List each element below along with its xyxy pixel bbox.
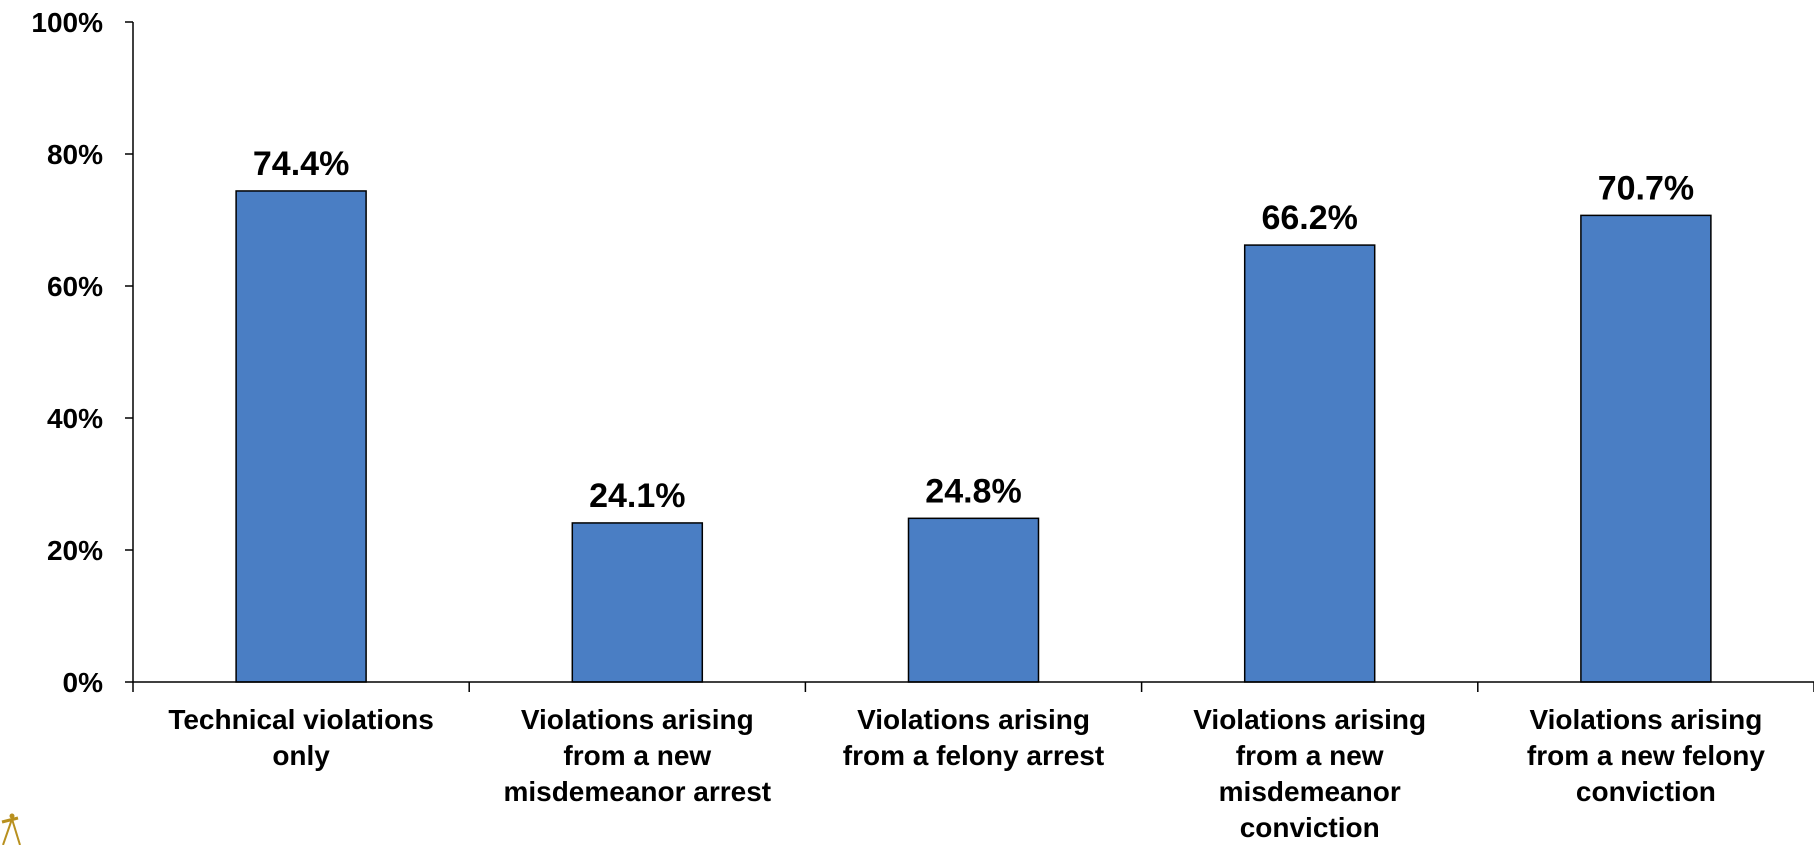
y-tick-label: 20%: [47, 535, 103, 566]
x-category-label: Technical violations only: [168, 704, 434, 771]
x-axis: Technical violations only Violations arisi…: [132, 681, 1814, 843]
bar: [1580, 214, 1712, 683]
y-tick-label: 80%: [47, 139, 103, 170]
data-label: 74.4%: [253, 145, 349, 183]
bar: [571, 522, 704, 683]
bars: 74.4% 24.1% 24.8% 66.2% 70.7%: [235, 145, 1712, 683]
y-tick-label: 0%: [63, 667, 104, 698]
y-tick-label: 60%: [47, 271, 103, 302]
data-label: 66.2%: [1261, 199, 1357, 237]
y-axis: 0% 20% 40% 60% 80% 100%: [31, 7, 134, 698]
y-tick-label: 100%: [31, 7, 103, 38]
logo-pivot: [9, 813, 15, 819]
x-category-label: Violations arising from a new felony convi…: [1527, 704, 1765, 807]
bar: [1243, 244, 1376, 683]
data-label: 24.1%: [589, 477, 685, 515]
x-category-label: Violations arising from a felony arrest: [843, 704, 1104, 771]
x-category-label: Violations arising from a new misdemeanor c…: [1193, 704, 1426, 843]
logo-fragment: [1, 813, 21, 845]
logo-chain-right: [11, 818, 21, 845]
data-label: 24.8%: [925, 472, 1021, 510]
y-tick-label: 40%: [47, 403, 103, 434]
data-label: 70.7%: [1598, 169, 1694, 207]
bar: [235, 190, 367, 683]
logo-chain-left: [2, 818, 13, 845]
x-category-label: Violations arising from a new misdemeanor …: [503, 704, 771, 807]
logo-beam: [1, 816, 19, 824]
bar: [907, 517, 1040, 683]
